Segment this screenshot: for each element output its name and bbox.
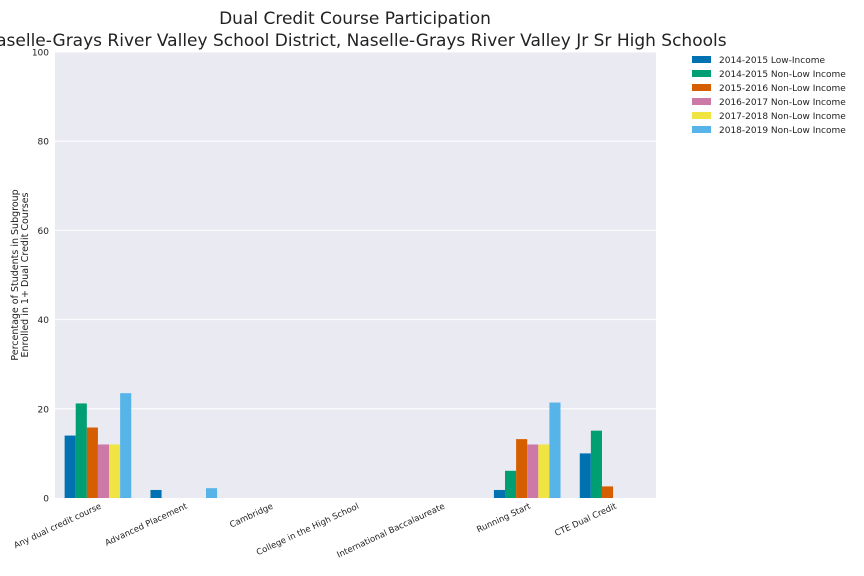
- y-tick-label: 0: [43, 495, 49, 505]
- bar: [549, 402, 561, 498]
- y-tick-label: 100: [32, 49, 49, 59]
- bar: [516, 439, 528, 498]
- legend-label: 2014-2015 Low-Income: [719, 56, 825, 66]
- bar: [601, 486, 614, 498]
- y-axis-label-line: Enrolled in 1+ Dual Credit Courses: [20, 192, 31, 357]
- bar-series: [64, 393, 614, 498]
- bar: [75, 403, 87, 498]
- y-axis-ticks: 0 20 40 60 80 100: [32, 49, 49, 505]
- x-tick-label: Any dual credit course: [13, 502, 104, 551]
- y-axis-label-line: Percentage of Students in Subgroup: [10, 189, 21, 360]
- bar: [109, 444, 121, 498]
- legend-label: 2018-2019 Non-Low Income: [719, 126, 846, 136]
- bar: [527, 444, 539, 498]
- legend-swatch: [692, 56, 711, 63]
- y-tick-label: 60: [38, 227, 50, 237]
- chart-subtitle: Naselle-Grays River Valley School Distri…: [0, 31, 727, 51]
- x-tick-label: Cambridge: [228, 502, 275, 531]
- bar: [97, 444, 110, 498]
- x-axis-ticks: Any dual credit course Advanced Placement…: [13, 501, 619, 560]
- bar: [205, 488, 218, 498]
- legend-label: 2016-2017 Non-Low Income: [719, 98, 846, 108]
- x-tick-label: CTE Dual Credit: [553, 501, 619, 539]
- legend: 2014-2015 Low-Income 2014-2015 Non-Low In…: [692, 56, 846, 136]
- bar: [86, 427, 98, 498]
- bar: [120, 393, 132, 498]
- bar: [150, 489, 162, 498]
- y-tick-label: 20: [38, 405, 50, 415]
- legend-swatch: [692, 126, 711, 133]
- bar: [64, 435, 76, 498]
- x-tick-label: Running Start: [475, 501, 533, 535]
- legend-label: 2014-2015 Non-Low Income: [719, 70, 846, 80]
- plot-area: [55, 52, 656, 498]
- bar: [579, 453, 591, 498]
- legend-swatch: [692, 70, 711, 77]
- legend-swatch: [692, 112, 711, 119]
- chart-title: Dual Credit Course Participation: [219, 9, 491, 29]
- bar: [505, 470, 517, 498]
- legend-label: 2017-2018 Non-Low Income: [719, 112, 846, 122]
- legend-label: 2015-2016 Non-Low Income: [719, 84, 846, 94]
- y-tick-label: 40: [38, 316, 50, 326]
- legend-swatch: [692, 98, 711, 105]
- bar: [493, 489, 506, 498]
- bar: [538, 444, 550, 498]
- bar: [590, 430, 602, 498]
- x-tick-label: Advanced Placement: [104, 501, 190, 548]
- legend-swatch: [692, 84, 711, 91]
- y-axis-label: Percentage of Students in SubgroupEnroll…: [10, 189, 31, 360]
- y-tick-label: 80: [38, 138, 50, 148]
